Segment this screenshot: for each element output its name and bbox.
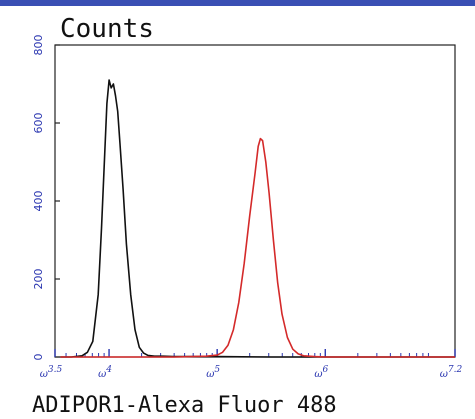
x-tick-label: ω3.5: [40, 365, 63, 380]
y-tick-label: 800: [32, 35, 45, 56]
x-tick-exponent: 5: [214, 365, 220, 375]
x-tick-base: ω: [440, 369, 448, 380]
x-tick-base: ω: [40, 369, 48, 380]
x-tick-exponent: 6: [322, 365, 328, 375]
y-tick-label: 0: [32, 354, 45, 361]
x-tick-label: ω5: [206, 365, 220, 380]
top-border-strip: [0, 0, 475, 6]
x-axis-ticks: ω3.5 ω4 ω5 ω6 ω7.2: [40, 349, 463, 380]
x-axis-label: ADIPOR1-Alexa Fluor 488: [32, 393, 337, 418]
y-axis-ticks: 0 200 400 600 800: [32, 35, 60, 361]
histogram-series-line-2: [60, 137, 455, 358]
x-tick-exponent: 3.5: [48, 365, 63, 375]
y-tick-label: 400: [32, 191, 45, 212]
x-tick-base: ω: [98, 369, 106, 380]
x-tick-base: ω: [206, 369, 214, 380]
x-tick-exponent: 4: [105, 365, 112, 375]
histogram-series: [60, 79, 455, 358]
y-tick-label: 200: [32, 269, 45, 290]
x-tick-label: ω4: [98, 365, 112, 380]
plot-area: [54, 44, 456, 358]
y-tick-label: 600: [32, 113, 45, 134]
x-tick-exponent: 7.2: [448, 365, 463, 375]
x-tick-label: ω7.2: [440, 365, 463, 380]
chart-title: Counts: [60, 14, 154, 44]
x-tick-base: ω: [314, 369, 322, 380]
x-tick-label: ω6: [314, 365, 328, 380]
